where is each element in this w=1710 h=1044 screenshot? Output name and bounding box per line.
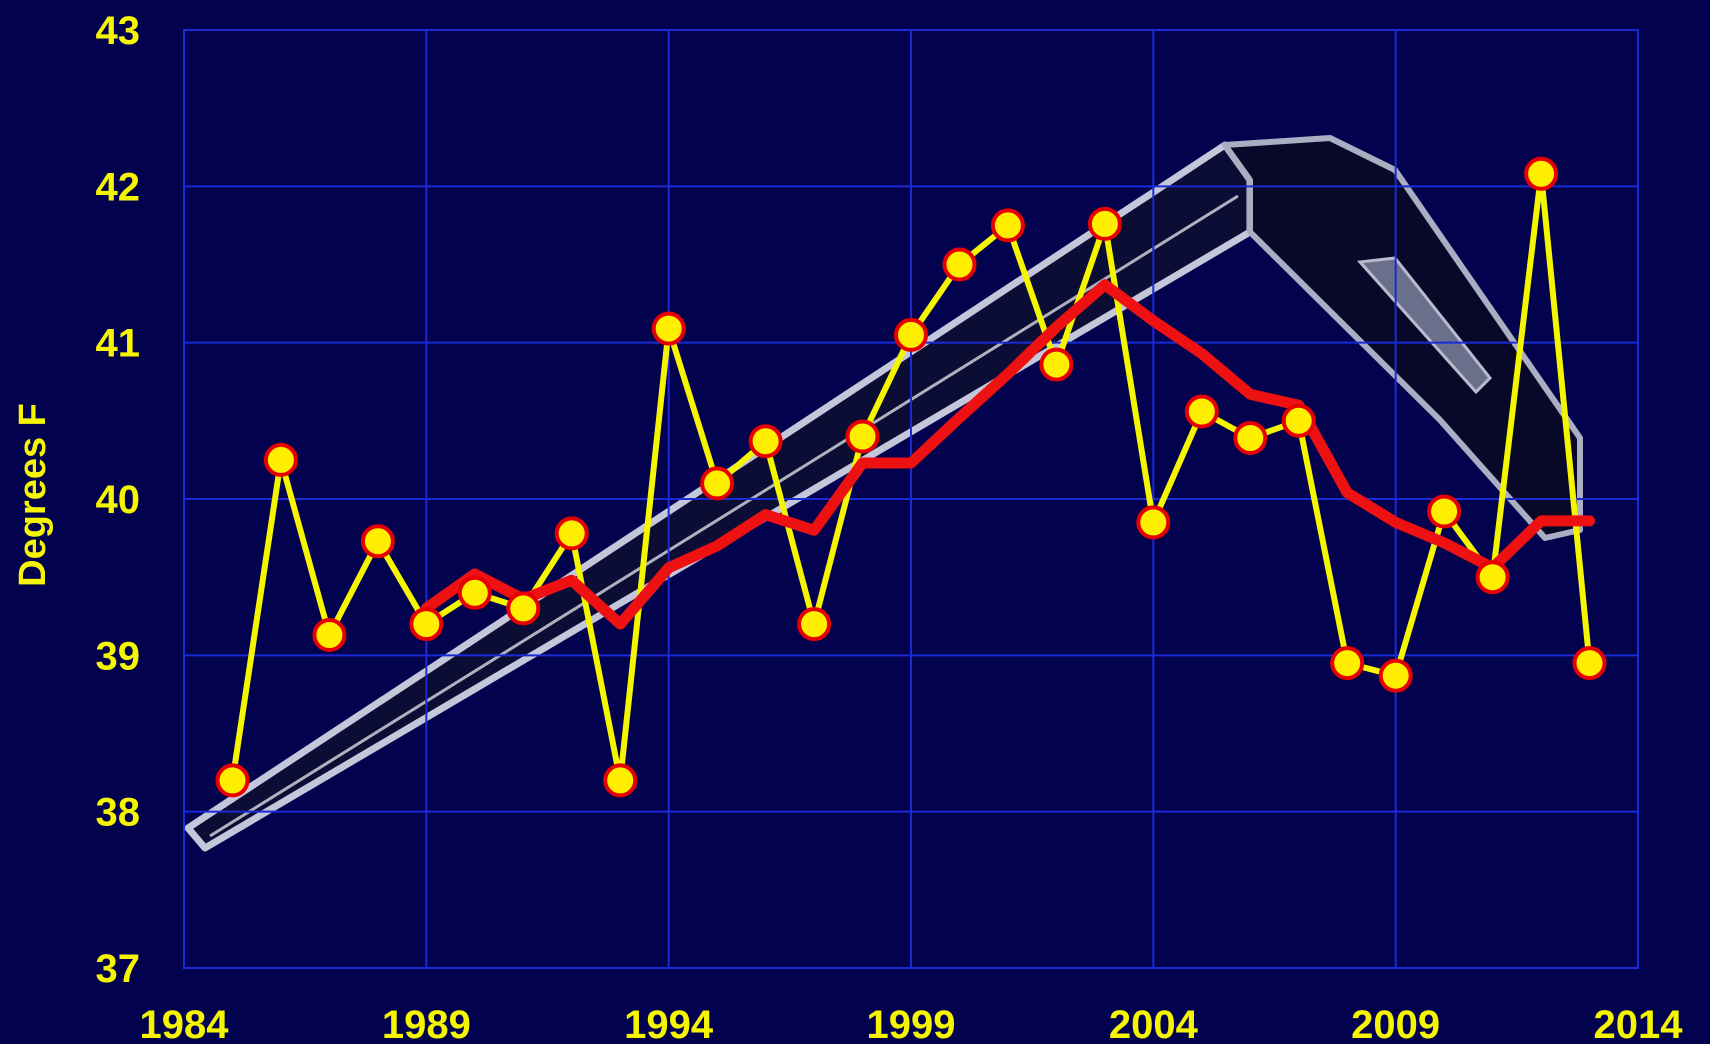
data-point <box>1475 560 1510 595</box>
data-point <box>312 618 347 652</box>
plot-frame <box>183 29 1639 969</box>
data-point <box>263 442 298 477</box>
data-point <box>797 607 832 642</box>
data-point <box>506 591 541 626</box>
moving-average-line <box>420 279 1595 630</box>
x-tick-label: 1989 <box>382 1003 471 1044</box>
data-point <box>1039 347 1074 382</box>
data-point <box>894 317 928 352</box>
data-point <box>651 311 686 346</box>
data-point <box>748 424 783 459</box>
data-point <box>1184 394 1219 429</box>
data-point <box>1427 494 1462 529</box>
y-tick-label: 43 <box>96 9 141 53</box>
series-layer <box>215 156 1607 798</box>
data-point <box>1087 206 1122 241</box>
data-point <box>1330 646 1365 681</box>
data-point <box>1136 505 1171 540</box>
data-point <box>1281 403 1316 438</box>
data-point <box>215 763 250 798</box>
data-point <box>457 575 492 610</box>
chart-grid <box>183 29 1639 969</box>
x-tick-label: 2009 <box>1351 1003 1440 1044</box>
y-tick-label: 40 <box>96 478 141 522</box>
hockey-stick-highlight <box>209 194 1239 838</box>
x-axis: 1984 1989 1994 1999 2004 2009 2014 <box>140 1003 1684 1044</box>
x-tick-label: 1994 <box>624 1003 714 1044</box>
data-point <box>360 524 395 559</box>
data-point <box>603 763 638 798</box>
hockey-stick-blade <box>1222 135 1583 541</box>
x-tick-label: 2014 <box>1594 1003 1684 1044</box>
y-tick-label: 38 <box>96 791 141 835</box>
x-tick-label: 1984 <box>140 1003 230 1044</box>
y-tick-label: 41 <box>96 322 141 366</box>
data-point <box>1572 646 1607 681</box>
data-point <box>990 208 1025 243</box>
x-tick-label: 2004 <box>1109 1003 1199 1044</box>
y-tick-label: 37 <box>96 947 141 991</box>
data-point <box>554 516 589 551</box>
y-tick-label: 42 <box>96 165 141 209</box>
y-axis-title: Degrees F <box>12 403 54 587</box>
data-point <box>409 607 444 642</box>
x-tick-label: 1999 <box>867 1003 956 1044</box>
data-point <box>942 247 977 282</box>
data-point <box>700 466 735 501</box>
data-point <box>1233 421 1268 455</box>
data-point <box>1378 658 1413 693</box>
data-point <box>845 419 880 454</box>
hockey-stick-tape <box>1356 256 1493 395</box>
y-axis: 37 38 39 40 41 42 43 <box>96 9 141 991</box>
data-point <box>1524 156 1559 191</box>
y-tick-label: 39 <box>96 634 141 678</box>
